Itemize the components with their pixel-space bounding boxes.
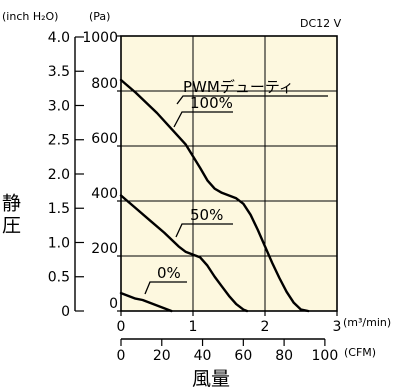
inch-tick-label: 3.0 [48,98,70,114]
legend-title-underline [176,95,328,105]
inch-axis-ticks: 4.0 3.5 3.0 2.5 2.0 1.5 1.0 0.5 0 [48,30,84,320]
series-callout-line [173,111,233,128]
series-group: 100% 50% 0% [119,78,328,313]
series-label-100pct: 100% [190,94,233,112]
series-callout-line [175,223,233,238]
pa-tick-label: 800 [91,76,118,92]
m3-tick-label: 2 [261,319,270,335]
series-callout-line [144,281,187,295]
inch-tick-label: 4.0 [48,30,70,46]
plot-area [121,36,337,311]
inch-unit-label: (inch H₂O) [2,10,58,23]
x-axis-title: 風量 [192,368,230,387]
inch-tick-label: 1.0 [48,235,70,251]
cfm-tick-label: 80 [275,348,293,364]
series-label-50pct: 50% [190,206,223,224]
pa-tick-label: 600 [91,131,118,147]
m3-unit-label: (m³/min) [343,316,391,329]
inch-tick-label: 3.5 [48,64,70,80]
cfm-tick-label: 40 [194,348,212,364]
m3-axis-ticks: 0 1 2 3 [117,311,342,335]
m3-tick-label: 3 [333,319,342,335]
inch-tick-label: 2.0 [48,167,70,183]
y-axis-title: 静圧 [0,193,21,237]
m3-tick-label: 1 [189,319,198,335]
cfm-tick-label: 60 [234,348,252,364]
pa-unit-label: (Pa) [89,10,110,23]
series-line-50pct [119,194,249,313]
cfm-tick-label: 0 [117,348,126,364]
cfm-tick-label: 20 [153,348,171,364]
m3-tick-label: 0 [117,319,126,335]
series-line-100pct [119,78,310,313]
plot-border [120,35,338,312]
series-line-0pct [119,291,173,313]
pa-tick-label: 400 [91,186,118,202]
series-label-0pct: 0% [157,264,181,282]
inch-tick-label: 1.5 [48,201,70,217]
pa-tick-label: 1000 [82,30,118,46]
grid-lines [121,36,337,311]
legend-title: PWMデューティ [183,78,294,96]
pa-tick-label: 0 [109,296,118,312]
inch-tick-label: 0.5 [48,270,70,286]
pa-tick-label: 200 [91,241,118,257]
pa-axis-ticks: 1000 800 600 400 200 0 [82,30,121,312]
model-label: DC12 V [300,17,342,30]
inch-tick-label: 0 [61,304,70,320]
cfm-axis-ticks: 0 20 40 60 80 100 [117,339,339,364]
inch-tick-label: 2.5 [48,133,70,149]
cfm-tick-label: 100 [312,348,339,364]
cfm-unit-label: (CFM) [344,346,376,359]
